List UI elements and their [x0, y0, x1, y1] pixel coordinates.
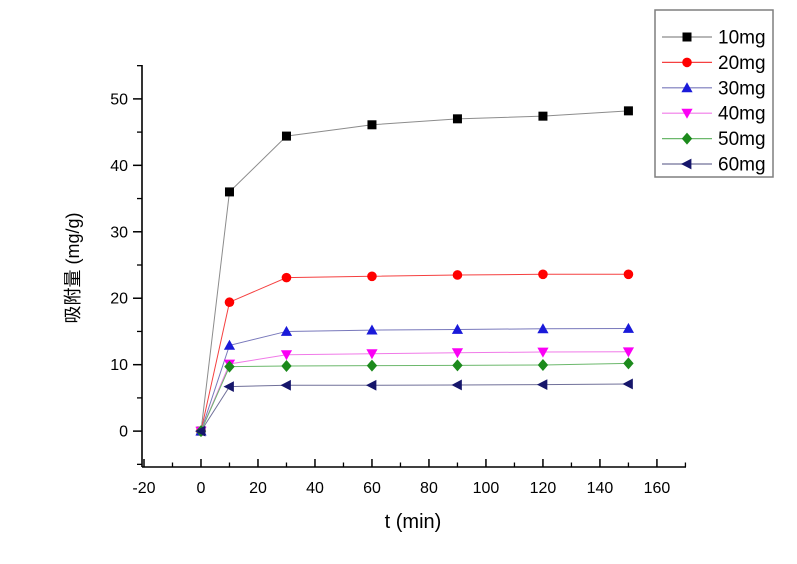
- y-tick-label: 50: [110, 91, 128, 108]
- legend-item-30mg-marker: [681, 82, 693, 93]
- series-10mg-marker: [224, 187, 234, 197]
- series-40mg-marker: [451, 348, 464, 359]
- series-60mg-marker: [451, 379, 462, 391]
- legend-item-50mg-marker: [681, 132, 693, 145]
- series-20mg-marker: [224, 297, 235, 308]
- y-axis-title: 吸附量 (mg/g): [63, 212, 83, 323]
- legend-item-40mg-marker: [681, 108, 693, 119]
- series-60mg-marker: [280, 379, 291, 391]
- x-tick-label: 20: [249, 480, 267, 497]
- series-60mg-marker: [223, 381, 234, 392]
- series-40mg-line: [200, 351, 629, 432]
- y-tick-label: 0: [119, 424, 128, 441]
- series-10mg-marker: [367, 120, 377, 130]
- series-50mg-marker: [224, 360, 235, 373]
- series-20mg-marker: [452, 270, 463, 280]
- legend-item-20mg-label: 20mg: [718, 53, 766, 74]
- legend-item-60mg-label: 60mg: [718, 155, 766, 176]
- y-tick-label: 30: [110, 224, 128, 241]
- series-30mg-marker: [366, 324, 378, 335]
- legend-item-50mg-label: 50mg: [718, 129, 766, 150]
- series-40mg-marker: [622, 347, 635, 358]
- series-20mg-marker: [367, 271, 377, 282]
- series-30mg-marker: [451, 323, 464, 334]
- x-tick-label: 120: [530, 480, 557, 497]
- series-30mg-marker: [537, 323, 549, 334]
- legend-item-60mg-marker: [681, 158, 692, 170]
- x-tick-label: 140: [587, 480, 614, 497]
- series-50mg-marker: [281, 360, 292, 373]
- series-30mg-marker: [280, 325, 293, 336]
- legend-item-20mg-marker: [682, 57, 692, 68]
- series-50mg-marker: [623, 357, 634, 370]
- series-50mg-marker: [366, 359, 378, 372]
- x-tick-label: -20: [132, 480, 155, 497]
- x-tick-label: 60: [363, 480, 381, 497]
- series-10mg-line: [200, 110, 629, 432]
- series-60mg-marker: [622, 378, 633, 390]
- series-10mg-marker: [538, 111, 548, 121]
- x-tick-label: 100: [473, 480, 500, 497]
- x-tick-label: 40: [306, 480, 324, 497]
- series-40mg-marker: [366, 349, 378, 360]
- legend-item-40mg-label: 40mg: [718, 104, 766, 125]
- series-30mg-marker: [223, 339, 236, 350]
- series-30mg-marker: [622, 322, 635, 333]
- x-tick-label: 0: [197, 480, 206, 497]
- series-50mg-line: [200, 362, 629, 432]
- legend-item-10mg-label: 10mg: [718, 28, 766, 49]
- x-tick-label: 80: [420, 480, 438, 497]
- legend-box: [654, 9, 774, 178]
- series-40mg-marker: [537, 347, 549, 358]
- series-20mg-marker: [538, 269, 548, 280]
- y-tick-label: 10: [110, 357, 128, 374]
- series-50mg-marker: [537, 359, 549, 372]
- legend-item-10mg-marker: [682, 32, 692, 42]
- series-10mg-marker: [623, 106, 633, 116]
- legend-item-30mg-label: 30mg: [718, 78, 766, 99]
- series-40mg-marker: [280, 350, 293, 361]
- series-60mg-marker: [194, 425, 206, 437]
- series-50mg-marker: [452, 359, 463, 372]
- series-60mg-line: [200, 383, 629, 432]
- y-tick-label: 20: [110, 291, 128, 308]
- y-tick-label: 40: [110, 158, 128, 175]
- series-20mg-marker: [281, 272, 292, 283]
- series-30mg-line: [200, 327, 629, 432]
- x-tick-label: 160: [644, 480, 671, 497]
- series-60mg-marker: [365, 379, 377, 391]
- series-20mg-marker: [623, 269, 634, 280]
- x-axis-title: t (min): [385, 511, 442, 533]
- series-10mg-marker: [452, 114, 462, 124]
- series-60mg-marker: [536, 379, 548, 391]
- series-10mg-marker: [281, 131, 291, 141]
